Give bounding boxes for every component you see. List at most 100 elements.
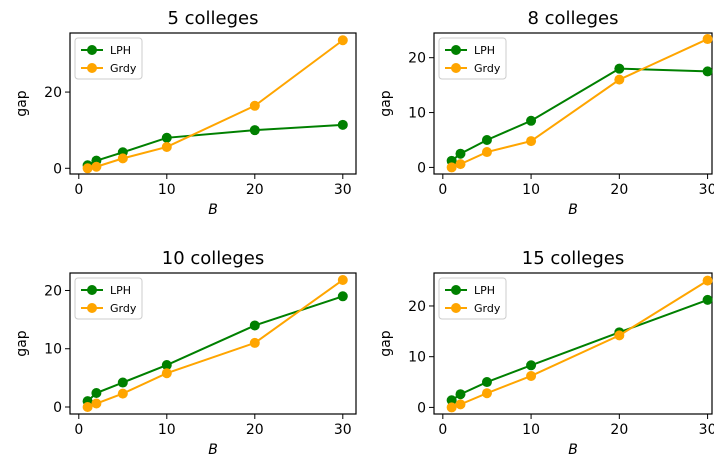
y-tick-label: 0	[417, 160, 426, 176]
data-point-grdy	[446, 402, 457, 413]
y-axis-label: gap	[378, 90, 394, 116]
data-point-lph	[481, 134, 492, 145]
y-tick-label: 10	[44, 342, 62, 358]
legend-label: LPH	[474, 44, 495, 57]
data-point-lph	[446, 395, 457, 406]
subplot-title: 15 colleges	[522, 248, 625, 269]
legend-marker	[451, 285, 461, 295]
data-point-grdy	[91, 398, 102, 409]
data-point-grdy	[481, 147, 492, 158]
axes-frame	[69, 272, 357, 415]
x-tick-label: 10	[158, 182, 176, 198]
x-tick-label: 10	[522, 182, 540, 198]
x-tick-label: 20	[610, 422, 628, 438]
legend: LPH Grdy	[438, 37, 507, 80]
data-point-grdy	[337, 274, 348, 285]
legend: LPH Grdy	[438, 277, 507, 320]
data-point-grdy	[117, 153, 128, 164]
y-axis-label: gap	[14, 330, 30, 356]
data-point-grdy	[702, 275, 713, 286]
subplot-title: 5 colleges	[167, 8, 258, 29]
data-point-lph	[702, 66, 713, 77]
axes-frame	[69, 32, 357, 175]
x-tick-label: 0	[74, 422, 83, 438]
x-tick-label: 30	[699, 182, 714, 198]
data-point-lph	[526, 360, 537, 371]
legend-label: Grdy	[110, 302, 137, 315]
y-tick-label: 10	[408, 106, 426, 122]
y-tick-label: 20	[44, 85, 62, 101]
data-point-lph	[614, 63, 625, 74]
x-tick-label: 10	[158, 422, 176, 438]
series-line-lph	[451, 67, 708, 162]
plot-area	[446, 34, 713, 173]
axes-frame	[433, 32, 713, 175]
legend: LPH Grdy	[74, 37, 143, 80]
y-axis-label: gap	[378, 330, 394, 356]
x-tick-label: 10	[522, 422, 540, 438]
axes-frame	[433, 272, 713, 415]
legend: LPH Grdy	[74, 277, 143, 320]
x-tick-label: 20	[246, 182, 264, 198]
data-point-grdy	[249, 337, 260, 348]
y-tick-label: 0	[53, 161, 62, 177]
data-point-grdy	[82, 163, 93, 174]
subplot-title: 10 colleges	[162, 248, 265, 269]
legend-label: Grdy	[474, 302, 501, 315]
data-point-lph	[91, 388, 102, 399]
y-tick-label: 0	[417, 400, 426, 416]
data-point-grdy	[446, 162, 457, 173]
plot-area	[82, 35, 348, 174]
legend-marker	[451, 303, 461, 313]
data-point-grdy	[614, 74, 625, 85]
y-tick-label: 20	[44, 283, 62, 299]
data-point-lph	[249, 320, 260, 331]
x-axis-label: B	[568, 442, 578, 458]
data-point-grdy	[526, 370, 537, 381]
data-point-grdy	[481, 388, 492, 399]
data-point-grdy	[455, 159, 466, 170]
legend-marker	[87, 285, 97, 295]
data-point-lph	[337, 119, 348, 130]
data-point-grdy	[337, 35, 348, 46]
data-point-grdy	[82, 402, 93, 413]
data-point-lph	[702, 294, 713, 305]
data-point-grdy	[117, 388, 128, 399]
legend-label: LPH	[474, 284, 495, 297]
x-axis-label: B	[568, 202, 578, 218]
x-tick-label: 30	[334, 182, 352, 198]
data-point-grdy	[161, 141, 172, 152]
data-point-lph	[455, 389, 466, 400]
data-point-grdy	[249, 100, 260, 111]
data-point-lph	[249, 125, 260, 136]
legend-label: Grdy	[474, 62, 501, 75]
data-point-lph	[161, 360, 172, 371]
plot-area	[82, 274, 348, 413]
x-tick-label: 0	[438, 182, 447, 198]
data-point-grdy	[161, 368, 172, 379]
data-point-grdy	[455, 399, 466, 410]
legend-marker	[87, 303, 97, 313]
x-axis-label: B	[208, 442, 218, 458]
y-tick-label: 20	[408, 299, 426, 315]
legend-label: LPH	[110, 284, 131, 297]
data-point-grdy	[91, 161, 102, 172]
x-tick-label: 0	[438, 422, 447, 438]
x-axis-label: B	[208, 202, 218, 218]
legend-label: Grdy	[110, 62, 137, 75]
data-point-lph	[337, 291, 348, 302]
data-point-lph	[481, 377, 492, 388]
y-axis-label: gap	[14, 90, 30, 116]
legend-marker	[451, 45, 461, 55]
x-tick-label: 20	[610, 182, 628, 198]
x-tick-label: 30	[334, 422, 352, 438]
y-tick-label: 0	[53, 400, 62, 416]
data-point-lph	[117, 377, 128, 388]
data-point-lph	[161, 132, 172, 143]
y-tick-label: 20	[408, 51, 426, 67]
